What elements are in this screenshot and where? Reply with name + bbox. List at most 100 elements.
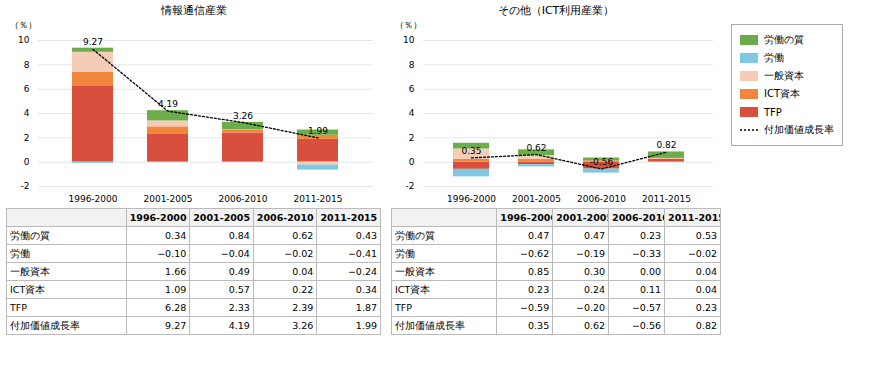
html-text:労働の質: 労働の質 <box>10 230 50 241</box>
html-text:0.34: 0.34 <box>165 230 187 241</box>
html-text:0.84: 0.84 <box>228 230 250 241</box>
html-text:0.53: 0.53 <box>695 230 717 241</box>
svg-text:1.99: 1.99 <box>308 126 328 136</box>
html-text:1.09: 1.09 <box>165 284 187 295</box>
html-text:−0.56: −0.56 <box>631 320 661 331</box>
html-text:0.00: 0.00 <box>639 266 661 277</box>
html-text:ICT資本: ICT資本 <box>10 284 46 295</box>
html-text:0.23: 0.23 <box>639 230 661 241</box>
html-text:0.04: 0.04 <box>695 266 717 277</box>
html-text:6.28: 6.28 <box>165 302 187 313</box>
svg-text:2001-2005: 2001-2005 <box>512 194 561 204</box>
svg-text:-2: -2 <box>406 181 415 191</box>
html-text:0.34: 0.34 <box>355 284 377 295</box>
html-text:0.22: 0.22 <box>292 284 314 295</box>
html-text:1.66: 1.66 <box>165 266 187 277</box>
html-text:0.47: 0.47 <box>584 230 606 241</box>
html-text:−0.33: −0.33 <box>631 248 661 259</box>
svg-text:1996-2000: 1996-2000 <box>68 194 117 204</box>
svg-text:6: 6 <box>24 84 30 94</box>
html-text:0.35: 0.35 <box>528 320 550 331</box>
html-text:4.19: 4.19 <box>228 320 250 331</box>
html-text:−0.59: −0.59 <box>520 302 550 313</box>
html-text:一般資本: 一般資本 <box>395 266 435 277</box>
html-text:0.62: 0.62 <box>584 320 606 331</box>
html-text:1996-2000: 1996-2000 <box>129 212 187 223</box>
html-text:労働の質: 労働の質 <box>764 34 804 45</box>
html-text:0.62: 0.62 <box>292 230 314 241</box>
html-text:0.85: 0.85 <box>528 266 550 277</box>
svg-text:8: 8 <box>24 60 30 70</box>
svg-text:（％）: （％） <box>10 20 37 30</box>
html-text:0.82: 0.82 <box>695 320 717 331</box>
svg-text:-0.56: -0.56 <box>590 157 614 167</box>
html-text:情報通信産業: 情報通信産業 <box>160 4 227 17</box>
html-text:0.04: 0.04 <box>292 266 314 277</box>
svg-text:-2: -2 <box>21 181 30 191</box>
html-text:2.39: 2.39 <box>292 302 314 313</box>
html-text:−0.20: −0.20 <box>576 302 606 313</box>
svg-text:4: 4 <box>24 108 30 118</box>
html-text:−0.57: −0.57 <box>631 302 661 313</box>
html-text:ICT資本: ICT資本 <box>395 284 431 295</box>
svg-text:0.62: 0.62 <box>526 143 546 153</box>
html-text:3.26: 3.26 <box>292 320 314 331</box>
svg-text:9.27: 9.27 <box>83 37 103 47</box>
svg-text:4: 4 <box>409 108 415 118</box>
html-text:0.23: 0.23 <box>695 302 717 313</box>
html-text:付加価値成長率: 付加価値成長率 <box>395 320 465 331</box>
svg-text:2006-2010: 2006-2010 <box>577 194 626 204</box>
html-text:0.24: 0.24 <box>584 284 606 295</box>
svg-text:2006-2010: 2006-2010 <box>218 194 267 204</box>
svg-text:2011-2015: 2011-2015 <box>642 194 691 204</box>
html-text:−0.02: −0.02 <box>284 248 314 259</box>
svg-text:0.35: 0.35 <box>461 146 481 156</box>
svg-text:10: 10 <box>18 35 30 45</box>
html-text:−0.41: −0.41 <box>347 248 377 259</box>
html-text:2001-2005: 2001-2005 <box>193 212 251 223</box>
svg-text:8: 8 <box>409 60 415 70</box>
html-text:その他（ICT利用産業）: その他（ICT利用産業） <box>497 4 615 17</box>
svg-text:3.26: 3.26 <box>233 111 253 121</box>
html-text:2.33: 2.33 <box>228 302 250 313</box>
html-text:2006-2010: 2006-2010 <box>256 212 314 223</box>
html-text:労働: 労働 <box>10 248 30 259</box>
svg-text:4.19: 4.19 <box>158 99 178 109</box>
svg-text:0.82: 0.82 <box>656 140 676 150</box>
svg-text:2011-2015: 2011-2015 <box>293 194 342 204</box>
svg-text:0: 0 <box>409 157 415 167</box>
html-text:0.11: 0.11 <box>639 284 661 295</box>
svg-text:10: 10 <box>403 35 415 45</box>
html-text:TFP: TFP <box>10 302 27 313</box>
svg-text:6: 6 <box>409 84 415 94</box>
html-text:0.57: 0.57 <box>228 284 250 295</box>
html-text:1.87: 1.87 <box>355 302 377 313</box>
html-text:−0.10: −0.10 <box>157 248 187 259</box>
html-text:0.49: 0.49 <box>228 266 250 277</box>
html-text:一般資本: 一般資本 <box>10 266 50 277</box>
html-text:−0.04: −0.04 <box>220 248 250 259</box>
svg-text:0: 0 <box>24 157 30 167</box>
html-text:1.99: 1.99 <box>355 320 377 331</box>
svg-text:2: 2 <box>409 133 415 143</box>
html-text:−0.62: −0.62 <box>520 248 550 259</box>
html-text:TFP: TFP <box>764 106 782 118</box>
svg-text:1996-2000: 1996-2000 <box>447 194 496 204</box>
html-text:0.23: 0.23 <box>528 284 550 295</box>
html-text:0.30: 0.30 <box>584 266 606 277</box>
html-text:付加価値成長率: 付加価値成長率 <box>10 320 80 331</box>
html-text:−0.24: −0.24 <box>347 266 377 277</box>
html-text:0.47: 0.47 <box>528 230 550 241</box>
html-text:労働: 労働 <box>395 248 415 259</box>
svg-text:2001-2005: 2001-2005 <box>143 194 192 204</box>
svg-text:2: 2 <box>24 133 30 143</box>
html-text:9.27: 9.27 <box>165 320 187 331</box>
html-text:労働の質: 労働の質 <box>395 230 435 241</box>
html-text:−0.19: −0.19 <box>576 248 606 259</box>
html-text:0.43: 0.43 <box>355 230 377 241</box>
html-text:TFP: TFP <box>395 302 412 313</box>
html-text:−0.02: −0.02 <box>687 248 717 259</box>
svg-text:（％）: （％） <box>395 20 422 30</box>
html-text:0.04: 0.04 <box>695 284 717 295</box>
html-text:2011-2015: 2011-2015 <box>320 212 378 223</box>
